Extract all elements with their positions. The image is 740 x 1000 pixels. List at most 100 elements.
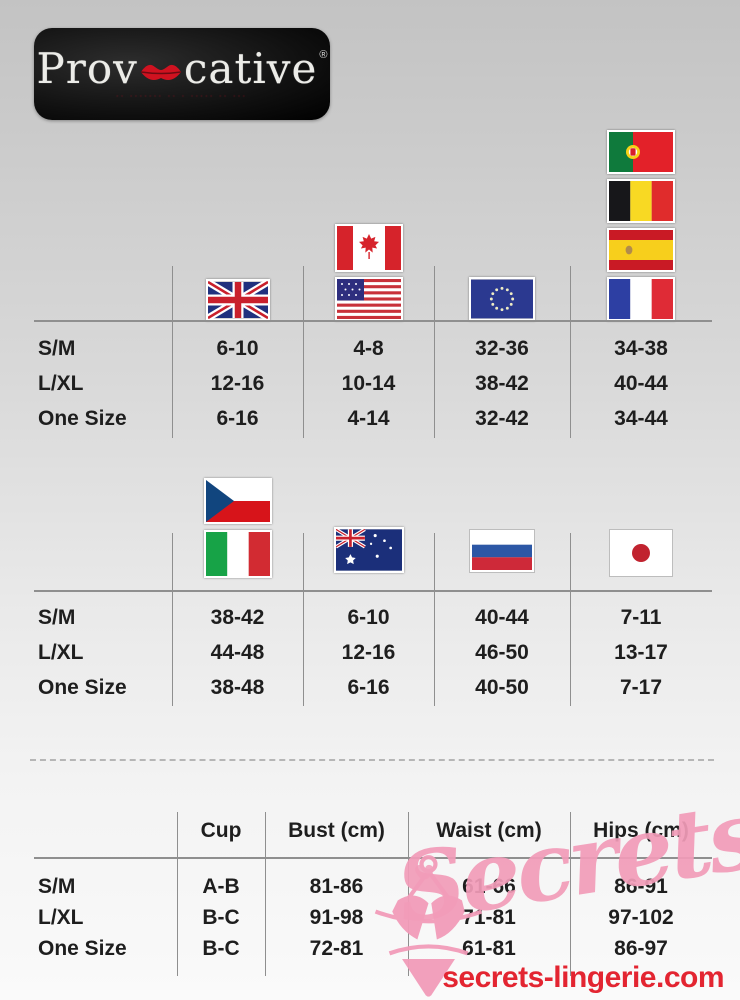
size-row-label: One Size <box>38 407 127 430</box>
size-value: 44-48 <box>210 641 265 664</box>
flag-usa-icon <box>334 277 403 321</box>
size-table-2: S/M 38-42 6-10 40-44 7-11 L/XL 44-48 12-… <box>30 600 712 705</box>
flag-italy-icon <box>203 530 272 578</box>
flag-uk-icon <box>205 279 270 321</box>
column-header: Cup <box>200 819 242 842</box>
column-header: Bust (cm) <box>288 819 385 842</box>
measure-value: 72-81 <box>309 937 364 960</box>
flag-japan-icon <box>610 530 672 576</box>
logo-text-right: cative <box>183 44 318 93</box>
column-divider <box>434 533 435 706</box>
flag-col-pt-be-es-fr <box>570 130 712 334</box>
size-value: 38-42 <box>475 372 529 395</box>
flag-row-1 <box>30 130 712 321</box>
size-value: 38-48 <box>210 676 265 699</box>
flag-russia-icon <box>470 530 534 572</box>
table1-top-rule <box>34 320 712 322</box>
flag-col-canada-usa <box>303 224 434 334</box>
flag-belgium-icon <box>607 179 675 223</box>
column-header: Waist (cm) <box>436 819 542 842</box>
flag-czech-icon <box>203 478 272 524</box>
logo-wordmark: Prov cative ® <box>37 48 328 90</box>
measure-value: 97-102 <box>608 906 674 929</box>
flag-col-czech-italy <box>172 478 303 590</box>
size-value: 6-10 <box>216 337 259 360</box>
measure-value: A-B <box>202 875 240 898</box>
column-divider <box>303 533 304 706</box>
size-row-label: L/XL <box>38 641 84 664</box>
column-divider <box>303 266 304 438</box>
size-value: 40-50 <box>475 676 529 699</box>
measure-value: B-C <box>202 937 240 960</box>
size-value: 32-42 <box>475 407 529 430</box>
size-value: 10-14 <box>341 372 396 395</box>
measure-value: 86-91 <box>614 875 668 898</box>
size-value: 7-11 <box>620 606 662 629</box>
measure-value: B-C <box>202 906 240 929</box>
size-row-label: S/M <box>38 875 76 898</box>
column-divider <box>172 533 173 706</box>
provocative-logo: Prov cative ® ·· ······· ·· · ····· ·· ·… <box>34 28 330 120</box>
size-table-1: S/M 6-10 4-8 32-36 34-38 L/XL 12-16 10-1… <box>30 331 712 436</box>
column-header: Hips (cm) <box>593 819 689 842</box>
size-row-label: L/XL <box>38 906 84 929</box>
size-value: 6-16 <box>347 676 390 699</box>
flag-eu-icon <box>469 277 535 321</box>
measure-value: 61-81 <box>462 937 516 960</box>
column-divider <box>434 266 435 438</box>
logo-tagline: ·· ······· ·· · ····· ·· ··· <box>116 93 248 100</box>
size-value: 34-38 <box>614 337 668 360</box>
size-row-label: One Size <box>38 937 127 960</box>
column-divider <box>408 812 409 976</box>
column-divider <box>570 266 571 438</box>
table3-header-rule <box>34 857 712 859</box>
column-divider <box>177 812 178 976</box>
flag-col-japan <box>570 530 712 590</box>
measure-value: 81-86 <box>309 875 364 898</box>
watermark-site-url: secrets-lingerie.com <box>442 961 724 994</box>
size-value: 12-16 <box>341 641 396 664</box>
measure-value: 91-98 <box>309 906 364 929</box>
size-value: 7-17 <box>619 676 663 699</box>
size-value: 6-16 <box>216 407 259 430</box>
size-value: 40-44 <box>475 606 529 629</box>
flag-col-australia <box>303 527 434 590</box>
bikini-icon <box>374 855 483 997</box>
size-value: 46-50 <box>475 641 529 664</box>
column-divider <box>265 812 266 976</box>
column-divider <box>570 533 571 706</box>
size-row-label: L/XL <box>38 372 84 395</box>
flag-canada-icon <box>334 224 403 272</box>
size-value: 40-44 <box>614 372 668 395</box>
measure-value: 61-66 <box>462 875 516 898</box>
flag-australia-icon <box>333 527 404 573</box>
flag-spain-icon <box>607 228 675 272</box>
flag-col-eu <box>434 277 570 334</box>
lips-icon <box>140 64 182 80</box>
measurement-header-row: Cup Bust (cm) Waist (cm) Hips (cm) <box>30 813 712 849</box>
flag-row-2 <box>30 470 712 590</box>
size-value: 4-8 <box>353 337 384 360</box>
size-value: 32-36 <box>475 337 529 360</box>
logo-text-left: Prov <box>36 44 138 93</box>
size-value: 38-42 <box>210 606 265 629</box>
table2-top-rule <box>34 590 712 592</box>
size-value: 12-16 <box>210 372 265 395</box>
dashed-divider <box>30 759 714 761</box>
registered-trademark: ® <box>319 49 328 61</box>
flag-france-icon <box>607 277 675 321</box>
measurement-table: S/M A-B 81-86 61-66 86-91 L/XL B-C 91-98… <box>30 871 712 964</box>
measure-value: 86-97 <box>614 937 668 960</box>
size-row-label: S/M <box>38 337 76 360</box>
size-value: 13-17 <box>614 641 668 664</box>
flag-col-russia <box>434 530 570 590</box>
flag-col-uk <box>172 279 303 334</box>
size-row-label: One Size <box>38 676 127 699</box>
size-value: 34-44 <box>614 407 668 430</box>
size-row-label: S/M <box>38 606 76 629</box>
flag-portugal-icon <box>607 130 675 174</box>
column-divider <box>570 812 571 976</box>
size-value: 4-14 <box>347 407 390 430</box>
size-value: 6-10 <box>347 606 390 629</box>
